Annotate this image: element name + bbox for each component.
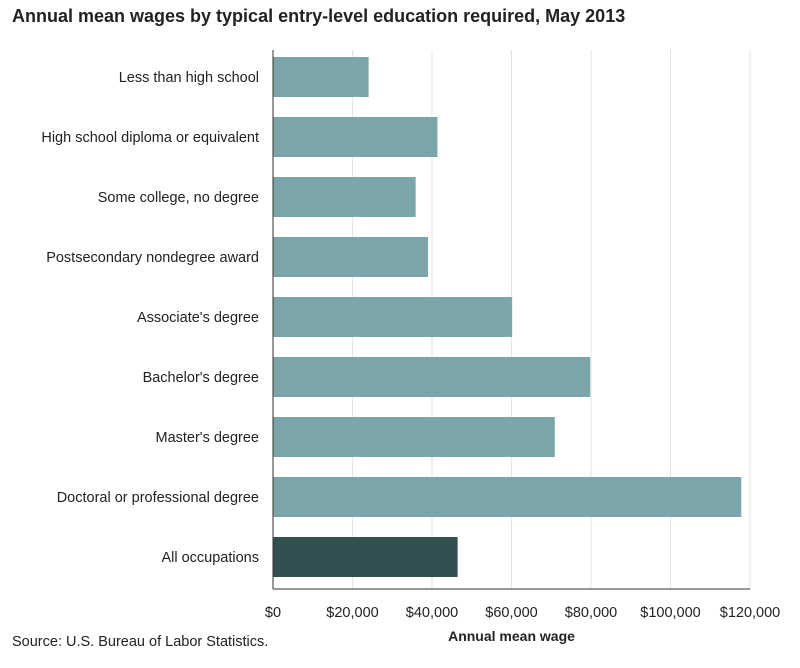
- chart-title: Annual mean wages by typical entry-level…: [12, 6, 626, 26]
- category-label: Associate's degree: [137, 310, 259, 326]
- x-tick-label: $80,000: [565, 605, 617, 621]
- category-label: Bachelor's degree: [143, 370, 259, 386]
- category-labels: Less than high school High school diploma…: [41, 70, 259, 566]
- bar: [273, 417, 555, 457]
- bar: [273, 477, 742, 517]
- category-label: All occupations: [161, 550, 259, 566]
- category-label: Master's degree: [155, 430, 259, 446]
- category-label: Doctoral or professional degree: [57, 490, 259, 506]
- x-tick-label: $40,000: [406, 605, 458, 621]
- bar: [273, 297, 513, 337]
- bar: [273, 177, 416, 217]
- x-axis: $0 $20,000 $40,000 $60,000 $80,000 $100,000 $1…: [265, 50, 780, 621]
- category-label: Postsecondary nondegree award: [46, 250, 259, 266]
- bar: [273, 237, 429, 277]
- bar: [273, 537, 458, 577]
- x-tick-label: $60,000: [485, 605, 537, 621]
- x-axis-title: Annual mean wage: [448, 628, 575, 644]
- bar: [273, 357, 591, 397]
- x-tick-label: $0: [265, 605, 281, 621]
- x-tick-label: $120,000: [720, 605, 780, 621]
- bars: [273, 57, 742, 577]
- category-label: Some college, no degree: [98, 190, 259, 206]
- x-tick-label: $100,000: [640, 605, 700, 621]
- category-label: Less than high school: [119, 70, 259, 86]
- category-label: High school diploma or equivalent: [41, 130, 259, 146]
- bar: [273, 117, 438, 157]
- source-note: Source: U.S. Bureau of Labor Statistics.: [12, 634, 269, 650]
- bar: [273, 57, 369, 97]
- x-tick-label: $20,000: [326, 605, 378, 621]
